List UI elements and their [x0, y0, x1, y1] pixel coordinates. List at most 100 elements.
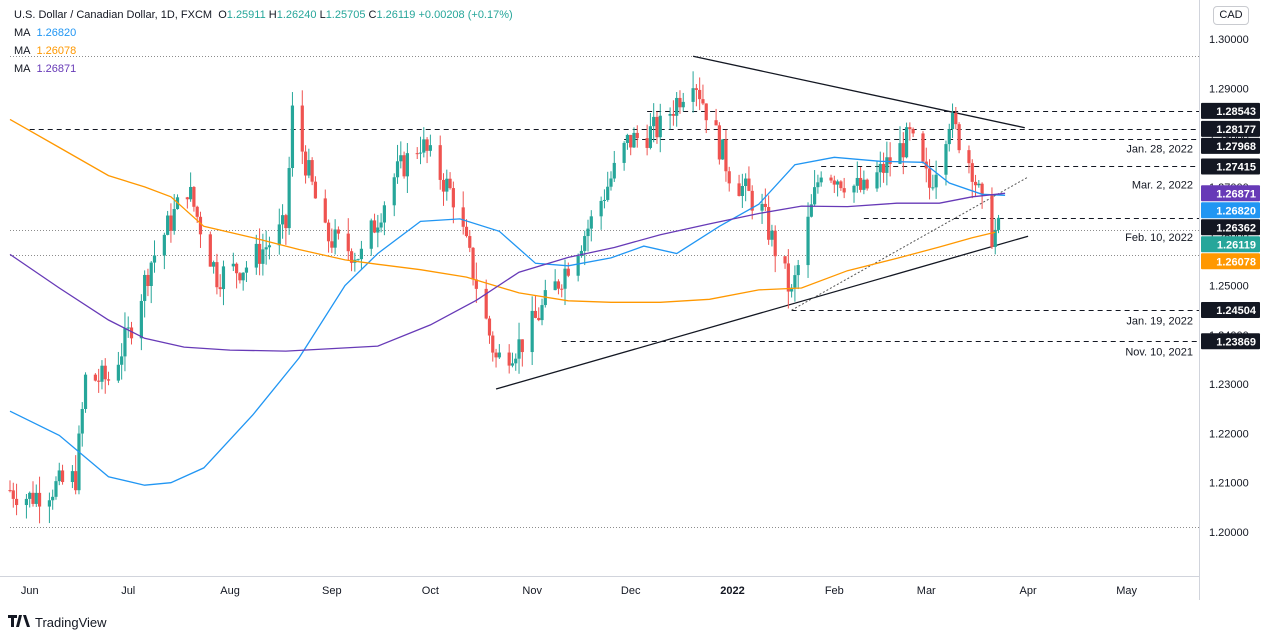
- candle-body[interactable]: [425, 139, 429, 151]
- candle-body[interactable]: [451, 188, 455, 208]
- candle-body[interactable]: [215, 262, 219, 288]
- candle-body[interactable]: [576, 256, 580, 276]
- candle-body[interactable]: [885, 157, 889, 173]
- candle-body[interactable]: [287, 168, 291, 229]
- candle-body[interactable]: [461, 207, 465, 227]
- candle-body[interactable]: [717, 125, 721, 160]
- candle-body[interactable]: [372, 220, 377, 233]
- candle-body[interactable]: [809, 204, 813, 217]
- candle-body[interactable]: [510, 363, 515, 366]
- candle-body[interactable]: [625, 134, 630, 143]
- candle-body[interactable]: [813, 187, 817, 205]
- candle-body[interactable]: [675, 97, 679, 116]
- candle-body[interactable]: [24, 498, 29, 506]
- candle-body[interactable]: [520, 339, 524, 353]
- candle-body[interactable]: [888, 157, 892, 164]
- candle-body[interactable]: [51, 496, 55, 501]
- candle-body[interactable]: [468, 236, 472, 248]
- candle-body[interactable]: [671, 114, 675, 116]
- candle-body[interactable]: [927, 168, 932, 188]
- candle-body[interactable]: [944, 144, 948, 175]
- candle-body[interactable]: [858, 177, 863, 190]
- candle-body[interactable]: [740, 186, 744, 196]
- candle-body[interactable]: [11, 490, 15, 499]
- currency-button[interactable]: CAD: [1213, 6, 1249, 25]
- candle-body[interactable]: [290, 105, 295, 169]
- candle-body[interactable]: [652, 116, 656, 127]
- candle-body[interactable]: [967, 150, 971, 164]
- candle-body[interactable]: [517, 339, 521, 359]
- candle-body[interactable]: [980, 183, 984, 195]
- candle-body[interactable]: [563, 268, 567, 289]
- candle-body[interactable]: [267, 245, 272, 248]
- candle-body[interactable]: [648, 126, 653, 148]
- candle-body[interactable]: [681, 101, 685, 108]
- candle-body[interactable]: [721, 139, 725, 160]
- candle-body[interactable]: [152, 255, 157, 263]
- candle-body[interactable]: [606, 186, 610, 200]
- candle-body[interactable]: [744, 178, 748, 187]
- candle-body[interactable]: [589, 216, 593, 229]
- candle-body[interactable]: [208, 234, 212, 267]
- candle-body[interactable]: [996, 217, 1001, 230]
- candle-body[interactable]: [60, 470, 65, 483]
- candle-body[interactable]: [655, 116, 659, 138]
- candle-body[interactable]: [783, 256, 787, 264]
- candle-body[interactable]: [120, 356, 124, 365]
- candle-body[interactable]: [901, 143, 905, 158]
- trendline[interactable]: [791, 176, 1029, 311]
- candle-body[interactable]: [494, 352, 498, 358]
- candle-body[interactable]: [198, 216, 203, 235]
- candle-body[interactable]: [212, 262, 216, 267]
- candle-body[interactable]: [865, 179, 869, 189]
- candle-body[interactable]: [819, 177, 823, 183]
- candle-body[interactable]: [658, 115, 662, 138]
- moving-average-line[interactable]: [9, 118, 996, 303]
- candle-body[interactable]: [806, 216, 810, 266]
- candle-body[interactable]: [678, 97, 682, 108]
- candle-body[interactable]: [146, 274, 150, 286]
- candle-body[interactable]: [957, 124, 961, 151]
- candle-body[interactable]: [993, 229, 997, 247]
- candle-body[interactable]: [816, 182, 820, 188]
- candle-body[interactable]: [898, 143, 902, 164]
- candle-body[interactable]: [579, 250, 584, 257]
- candle-body[interactable]: [773, 230, 777, 257]
- candle-body[interactable]: [790, 287, 794, 292]
- candle-body[interactable]: [28, 492, 32, 499]
- candle-body[interactable]: [149, 262, 153, 286]
- candle-body[interactable]: [185, 197, 189, 200]
- candle-body[interactable]: [714, 120, 718, 126]
- candle-body[interactable]: [484, 288, 488, 319]
- candle-body[interactable]: [835, 181, 840, 185]
- candle-body[interactable]: [70, 471, 74, 483]
- candle-body[interactable]: [586, 228, 590, 237]
- candle-body[interactable]: [862, 179, 866, 190]
- candle-body[interactable]: [950, 113, 955, 130]
- candle-body[interactable]: [257, 243, 262, 264]
- candle-body[interactable]: [106, 379, 111, 381]
- candle-body[interactable]: [747, 178, 751, 191]
- candle-body[interactable]: [934, 174, 938, 188]
- legend-ma-row[interactable]: MA 1.26820: [14, 24, 513, 42]
- candle-body[interactable]: [74, 471, 78, 491]
- candle-body[interactable]: [701, 99, 705, 104]
- candle-body[interactable]: [100, 365, 104, 382]
- candle-body[interactable]: [359, 248, 364, 260]
- moving-average-line[interactable]: [9, 192, 1006, 352]
- candle-body[interactable]: [612, 162, 616, 179]
- candle-body[interactable]: [97, 380, 101, 382]
- candle-body[interactable]: [632, 132, 636, 148]
- candle-body[interactable]: [474, 279, 478, 289]
- candle-body[interactable]: [300, 105, 304, 152]
- candle-body[interactable]: [698, 89, 702, 100]
- candle-body[interactable]: [881, 163, 886, 173]
- candle-body[interactable]: [560, 288, 564, 290]
- candle-body[interactable]: [832, 180, 836, 185]
- candle-body[interactable]: [507, 352, 511, 366]
- candle-body[interactable]: [8, 490, 12, 492]
- candle-body[interactable]: [990, 194, 994, 247]
- candle-body[interactable]: [635, 132, 639, 139]
- candle-body[interactable]: [842, 188, 846, 193]
- candle-body[interactable]: [583, 236, 587, 251]
